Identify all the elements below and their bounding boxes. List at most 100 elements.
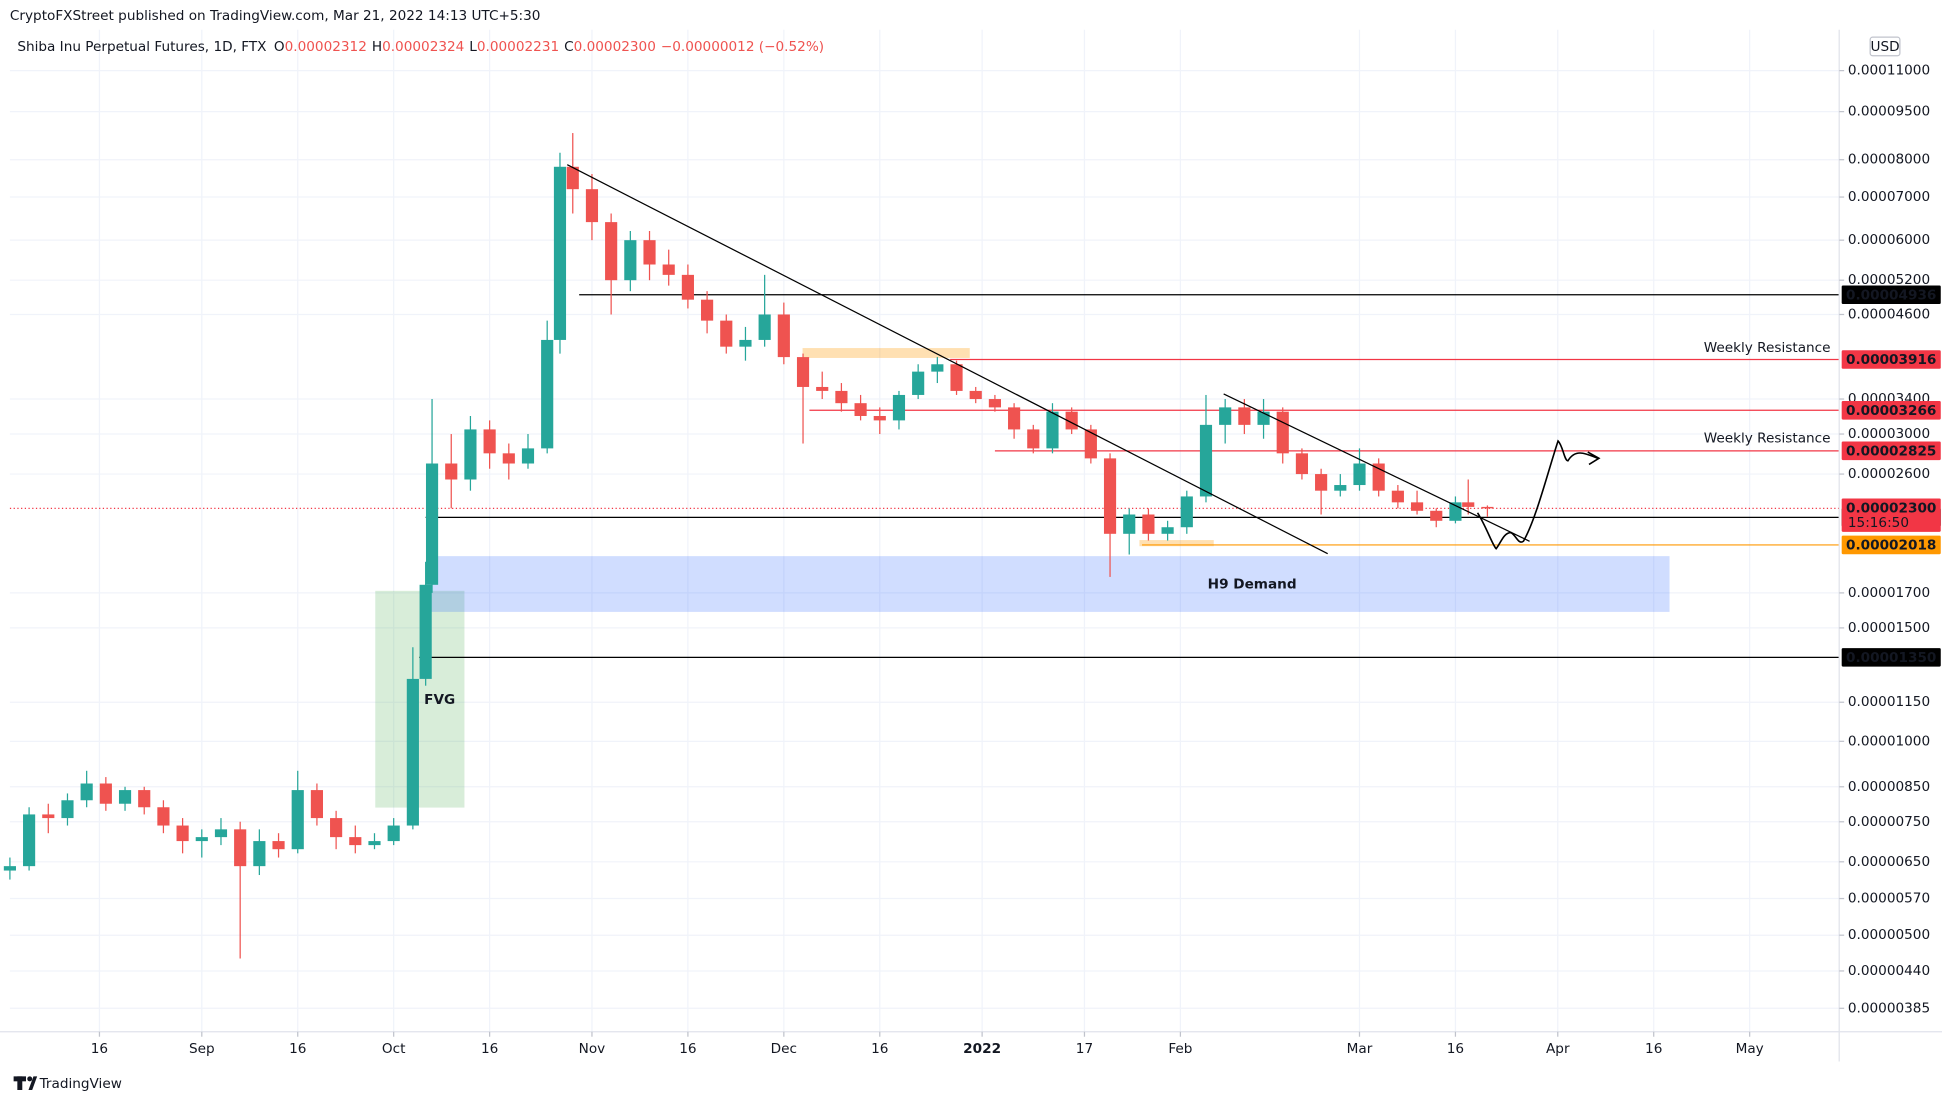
candle-body xyxy=(1410,502,1424,511)
candle-body xyxy=(157,807,170,826)
candle-body xyxy=(1372,463,1385,491)
last-price-box xyxy=(1841,498,1941,532)
x-tick-label: 16 xyxy=(1645,1041,1662,1057)
level-label: 0.00002018 xyxy=(1846,538,1936,554)
candle-body xyxy=(464,429,477,480)
candle-body xyxy=(854,403,867,416)
y-tick-label: 0.00000440 xyxy=(1848,963,1930,979)
candle-body xyxy=(835,390,848,404)
candle-body xyxy=(118,790,132,804)
annotation: H9 Demand xyxy=(1208,577,1297,593)
level-label: 0.00003266 xyxy=(1846,403,1936,419)
candle-body xyxy=(1430,510,1443,521)
demand-zone xyxy=(427,556,1670,612)
publisher: CryptoFXStreet published on TradingView.… xyxy=(10,8,541,24)
candle-body xyxy=(816,386,829,391)
candle-body xyxy=(1334,485,1347,491)
ohlc-value: 0.00002312 xyxy=(285,39,367,55)
candle-body xyxy=(42,814,55,819)
y-tick-label: 0.00003000 xyxy=(1848,426,1930,442)
y-tick-label: 0.00001150 xyxy=(1848,694,1930,710)
ohlc-key: O xyxy=(274,39,285,55)
candle-body xyxy=(662,264,675,275)
candle-body xyxy=(138,790,151,808)
candle-body xyxy=(720,320,733,347)
y-tick-label: 0.00006000 xyxy=(1848,232,1930,248)
candle-body xyxy=(605,222,618,281)
candle-body xyxy=(1142,514,1155,534)
ohlc-key: L xyxy=(469,39,477,55)
header-bg xyxy=(0,0,1942,30)
candle-body xyxy=(1481,506,1494,509)
level-label-box xyxy=(1841,535,1941,555)
candle-body xyxy=(585,189,599,223)
candle-body xyxy=(624,240,637,281)
trendline xyxy=(1223,393,1530,542)
y-tick-label: 0.00009500 xyxy=(1848,104,1930,120)
candle-body xyxy=(1161,527,1174,534)
candle-body xyxy=(892,394,906,421)
candle-body xyxy=(1084,429,1097,459)
ohlc-key: C xyxy=(564,39,574,55)
x-tick-label: Dec xyxy=(771,1041,797,1057)
y-tick-label: 0.00002600 xyxy=(1848,466,1930,482)
candle-body xyxy=(425,463,439,585)
candle-body xyxy=(368,841,381,846)
low-zone xyxy=(1139,540,1214,547)
y-tick-label: 0.00001700 xyxy=(1848,585,1930,601)
candle-body xyxy=(1180,496,1193,528)
annotation: Weekly Resistance xyxy=(1704,340,1831,356)
footer-logo xyxy=(13,1076,38,1090)
level-label: 0.00004936 xyxy=(1846,287,1936,303)
x-tick-label: 16 xyxy=(679,1041,696,1057)
annotations: Weekly Resistance Weekly Resistance H9 Dem… xyxy=(424,340,1830,708)
y-tick-label: 0.00000850 xyxy=(1848,779,1930,795)
candle-body xyxy=(1353,463,1366,486)
y-tick-label: 0.00008000 xyxy=(1848,152,1930,168)
y-tick-label: 0.00001000 xyxy=(1848,733,1930,749)
y-tick-label: 0.00000750 xyxy=(1848,814,1930,830)
level-label-box xyxy=(1841,350,1941,369)
x-tick-label: 16 xyxy=(1447,1041,1464,1057)
candle-body xyxy=(1238,407,1251,425)
level-label: 0.00002825 xyxy=(1846,443,1936,459)
candle-body xyxy=(291,790,304,850)
y-tick-label: 0.00011000 xyxy=(1848,63,1930,79)
candle-body xyxy=(99,783,112,804)
candle-body xyxy=(23,814,36,867)
candle-body xyxy=(553,166,567,340)
x-tick-label: 16 xyxy=(871,1041,888,1057)
candle-body xyxy=(61,800,74,819)
candle-body xyxy=(234,829,247,867)
symbol-legend: Shiba Inu Perpetual Futures, 1D, FTX O0.0… xyxy=(17,39,824,55)
x-tick-label: Oct xyxy=(382,1041,406,1057)
candle-body xyxy=(1027,429,1040,449)
currency-box xyxy=(1869,36,1901,57)
candle-body xyxy=(912,371,925,395)
brand: TradingView xyxy=(39,1076,122,1092)
candles xyxy=(3,133,1494,959)
candle-body xyxy=(950,364,963,391)
x-tick-label: 17 xyxy=(1076,1041,1093,1057)
level-label: 0.00001350 xyxy=(1846,650,1936,666)
candle-body xyxy=(931,364,944,372)
candle-body xyxy=(969,390,982,400)
candle-body xyxy=(502,453,515,464)
candle-body xyxy=(1295,453,1309,475)
x-tick-label: 16 xyxy=(91,1041,108,1057)
candle-body xyxy=(445,463,458,480)
candle-body xyxy=(1008,407,1021,430)
candle-body xyxy=(701,299,714,321)
change: −0.00000012 (−0.52%) xyxy=(661,39,824,55)
candle-body xyxy=(483,429,496,454)
x-tick-label: Sep xyxy=(189,1041,215,1057)
trendline xyxy=(566,164,1328,555)
annotation: FVG xyxy=(424,692,455,708)
x-tick-label: May xyxy=(1736,1041,1764,1057)
candle-body xyxy=(1065,411,1078,430)
candle-body xyxy=(349,837,362,846)
candle-body xyxy=(988,399,1001,408)
